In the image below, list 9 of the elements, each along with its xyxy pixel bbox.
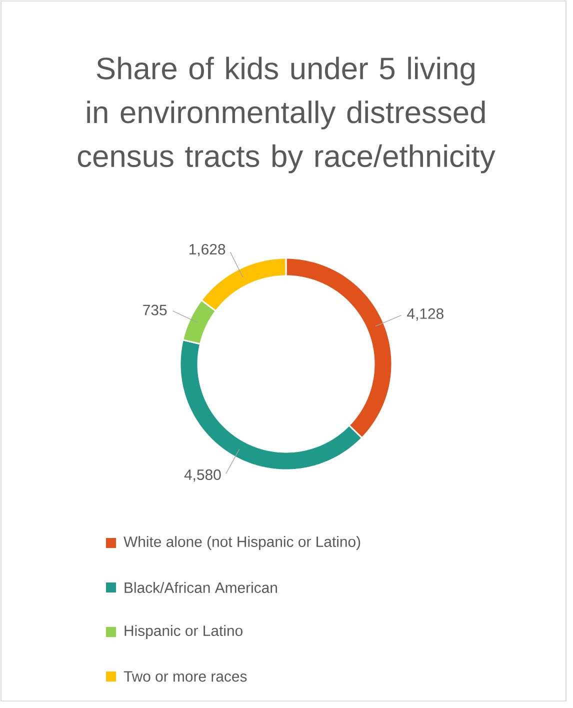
legend-label: Hispanic or Latino xyxy=(124,625,242,639)
legend-label: Two or more races xyxy=(124,671,247,682)
data-label: 4,580 xyxy=(184,469,221,482)
data-label: 4,128 xyxy=(407,308,444,321)
data-label: 735 xyxy=(143,304,167,316)
legend-label: Black/African American xyxy=(124,582,277,593)
legend-label: White alone (not Hispanic or Latino) xyxy=(124,536,360,550)
data-label: 1,628 xyxy=(190,244,226,256)
chart-title: Share of kids under 5 living in environmentally distressed census tracts by race/ethnicity xyxy=(78,56,496,174)
